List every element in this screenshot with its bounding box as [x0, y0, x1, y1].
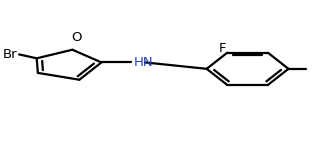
Text: O: O — [71, 31, 81, 44]
Text: F: F — [218, 42, 226, 56]
Text: Br: Br — [3, 48, 18, 61]
Text: HN: HN — [134, 56, 154, 69]
